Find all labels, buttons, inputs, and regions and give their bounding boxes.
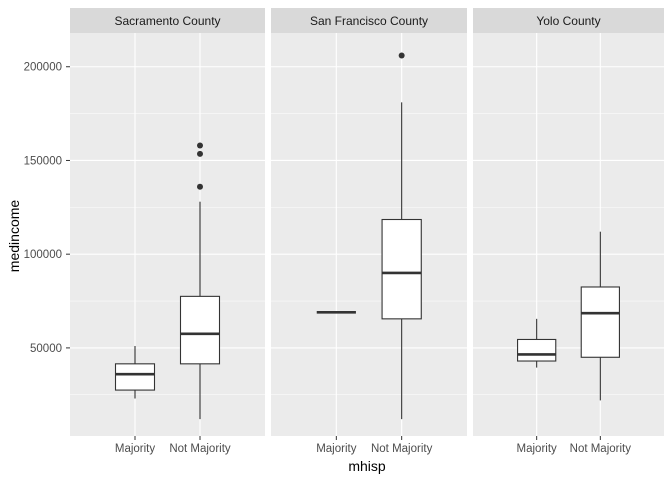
facet-strip-label: Yolo County bbox=[536, 14, 600, 28]
facet-panel-1: San Francisco County Majority Not Majority bbox=[271, 8, 467, 455]
box-not-majority bbox=[580, 231, 620, 401]
facet-panel-2: Yolo County Majority Not Majority bbox=[473, 8, 664, 455]
facet-strip bbox=[473, 8, 664, 33]
y-tick-label: 150000 bbox=[24, 155, 62, 167]
y-tick-label: 200000 bbox=[24, 62, 62, 74]
box-not-majority bbox=[179, 142, 221, 420]
outlier-point bbox=[197, 183, 203, 190]
outlier-point bbox=[398, 52, 405, 59]
x-tick-label: Majority bbox=[316, 443, 357, 455]
y-tick-label: 50000 bbox=[30, 343, 62, 355]
facet-strip-label: Sacramento County bbox=[114, 14, 220, 28]
box-body bbox=[179, 295, 221, 365]
panel-background bbox=[271, 33, 467, 436]
facet-panel-0: Sacramento County Majority Not Majority bbox=[70, 8, 265, 455]
x-tick-label: Majority bbox=[517, 443, 558, 455]
panel-background bbox=[473, 33, 664, 436]
facet-strip bbox=[70, 8, 265, 33]
box-not-majority bbox=[381, 52, 422, 420]
y-axis-title: medincome bbox=[6, 200, 22, 273]
x-tick-label: Not Majority bbox=[169, 443, 231, 455]
facet-strip-label: San Francisco County bbox=[310, 14, 428, 28]
box-body bbox=[517, 338, 557, 362]
box-body bbox=[381, 218, 422, 320]
x-tick-label: Majority bbox=[115, 443, 156, 455]
x-tick-label: Not Majority bbox=[570, 443, 632, 455]
x-axis-title: mhisp bbox=[348, 458, 386, 474]
outlier-point bbox=[197, 150, 203, 157]
panel-background bbox=[70, 33, 265, 436]
outlier-point bbox=[197, 142, 203, 149]
y-axis: 50000 100000 150000 200000 bbox=[24, 62, 70, 355]
box-majority bbox=[114, 346, 156, 399]
y-tick-label: 100000 bbox=[24, 249, 62, 261]
box-body bbox=[114, 363, 156, 391]
box-body bbox=[580, 286, 620, 358]
facet-strip bbox=[271, 8, 467, 33]
box-majority bbox=[517, 318, 557, 368]
x-tick-label: Not Majority bbox=[371, 443, 433, 455]
